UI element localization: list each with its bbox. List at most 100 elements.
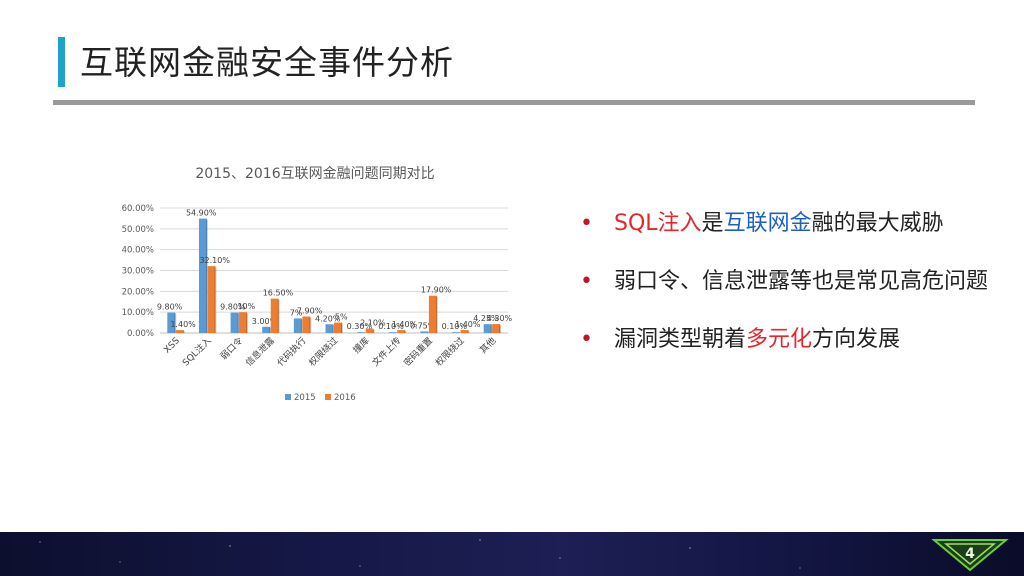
bar-shade xyxy=(174,313,177,333)
bar-2015 xyxy=(483,324,492,333)
y-tick-label: 10.00% xyxy=(122,308,154,318)
bar-shade xyxy=(427,332,430,333)
bar-2016 xyxy=(207,266,216,333)
bullet-text: 弱口令、信息泄露等也是常见高危问题 xyxy=(614,269,989,294)
data-label: 4.20% xyxy=(315,314,341,323)
bullet-item: • 漏洞类型朝着多元化方向发展 xyxy=(580,320,1024,378)
bullet-text: 融的最大威胁 xyxy=(811,211,944,236)
data-label: 17.90% xyxy=(421,286,452,295)
y-tick-label: 60.00% xyxy=(122,204,154,214)
bar-2015 xyxy=(293,318,302,333)
bar-2015 xyxy=(325,324,334,333)
bar-2015 xyxy=(198,218,207,333)
y-tick-label: 50.00% xyxy=(122,225,154,235)
data-label: 54.90% xyxy=(186,209,217,218)
bar-2015 xyxy=(357,332,366,333)
chart-title: 2015、2016互联网金融问题同期对比 xyxy=(195,166,435,182)
title-accent-bar xyxy=(58,37,65,87)
bar-2015 xyxy=(420,331,429,333)
bullet-item: • SQL注入是互联网金融的最大威胁 xyxy=(580,204,1024,262)
x-category-label: XSS xyxy=(162,336,182,356)
data-label: 32.10% xyxy=(199,256,230,265)
bar-shade xyxy=(499,325,502,333)
data-label: 0.30% xyxy=(347,322,373,331)
footer-band xyxy=(0,532,1024,576)
bullet-list: • SQL注入是互联网金融的最大威胁 • 弱口令、信息泄露等也是常见高危问题 • 漏洞类型… xyxy=(580,204,1024,378)
bar-2016 xyxy=(302,316,311,333)
x-category-label: 密码重置 xyxy=(401,335,435,369)
bar-2016 xyxy=(492,324,501,333)
bar-shade xyxy=(332,325,335,333)
data-label: 1.40% xyxy=(170,320,196,329)
legend-swatch xyxy=(285,394,291,400)
bullet-text: SQL注入 xyxy=(614,211,702,236)
data-label: 16.50% xyxy=(263,289,294,298)
data-label: 10% xyxy=(237,302,255,311)
bar-2016 xyxy=(334,322,342,333)
y-tick-label: 30.00% xyxy=(122,267,154,277)
data-label: 3.00% xyxy=(252,317,278,326)
bullet-dot-icon: • xyxy=(580,211,593,236)
bar-2016 xyxy=(460,330,469,333)
bar-shade xyxy=(237,313,240,333)
bullet-dot-icon: • xyxy=(580,269,593,294)
starfield-decoration xyxy=(0,532,1024,576)
title-divider xyxy=(53,100,975,105)
bar-shade xyxy=(490,325,493,333)
logo-triangle-inner xyxy=(943,543,997,565)
bar-2015 xyxy=(230,312,239,333)
bar-shade xyxy=(214,267,217,333)
bar-shade xyxy=(467,331,470,333)
legend-label: 2016 xyxy=(334,393,356,403)
bar-shade xyxy=(246,313,249,333)
data-label: 4.25% xyxy=(473,314,499,323)
bar-shade xyxy=(435,296,438,333)
data-label: 5% xyxy=(335,313,348,322)
data-label: 1.40% xyxy=(455,320,481,329)
bullet-text: 是 xyxy=(701,211,724,236)
data-label: 7.90% xyxy=(297,307,323,316)
x-category-label: 权限绕过 xyxy=(433,335,467,369)
bar-shade xyxy=(205,219,208,333)
bullet-text: 互联网金 xyxy=(723,211,812,236)
legend-label: 2015 xyxy=(294,393,316,403)
slide-title: 互联网金融安全事件分析 xyxy=(80,43,454,82)
x-category-label: 弱口令 xyxy=(218,335,246,363)
bar-2015 xyxy=(452,332,461,333)
bar-2016 xyxy=(239,312,248,333)
data-label: 0.75% xyxy=(410,321,436,330)
bar-2015 xyxy=(388,332,397,333)
data-label: 9.80% xyxy=(220,303,246,312)
data-label: 4.30% xyxy=(487,314,513,323)
bullet-text: 方向发展 xyxy=(812,327,901,352)
bar-shade xyxy=(269,327,272,333)
x-category-label: 信息泄露 xyxy=(243,335,277,369)
page-number: 4 xyxy=(965,546,975,562)
page-logo: 4 xyxy=(931,539,1009,572)
bar-2015 xyxy=(167,312,176,333)
x-category-label: SQL注入 xyxy=(180,335,214,369)
bar-shade xyxy=(277,299,280,333)
comparison-chart: 2015、2016互联网金融问题同期对比 0.00% 10.00% 20.00% 30… xyxy=(110,155,520,425)
x-category-label: 文件上传 xyxy=(369,335,403,369)
y-tick-label: 40.00% xyxy=(122,246,154,256)
data-label: 2.10% xyxy=(360,319,386,328)
bar-2016 xyxy=(365,328,374,333)
chart-svg: 0.00% 10.00% 20.00% 30.00% 40.00% 50.00% 60.00… xyxy=(122,204,513,403)
bullet-text: 漏洞类型朝着 xyxy=(614,327,747,352)
x-category-label: 撞库 xyxy=(351,335,372,356)
data-label: 7% xyxy=(290,308,303,317)
data-label: 9.80% xyxy=(157,303,183,312)
bullet-dot-icon: • xyxy=(580,327,593,352)
bar-2016 xyxy=(428,295,437,333)
bar-shade xyxy=(309,317,312,333)
bar-shade xyxy=(182,331,185,333)
logo-triangle-outer xyxy=(931,539,1009,572)
bar-2016 xyxy=(270,298,279,333)
bullet-item: • 弱口令、信息泄露等也是常见高危问题 xyxy=(580,262,1024,320)
bullet-text: 多元化 xyxy=(746,327,813,352)
legend-swatch xyxy=(325,394,331,400)
data-label: 1.40% xyxy=(392,320,418,329)
bar-2016 xyxy=(175,330,184,333)
